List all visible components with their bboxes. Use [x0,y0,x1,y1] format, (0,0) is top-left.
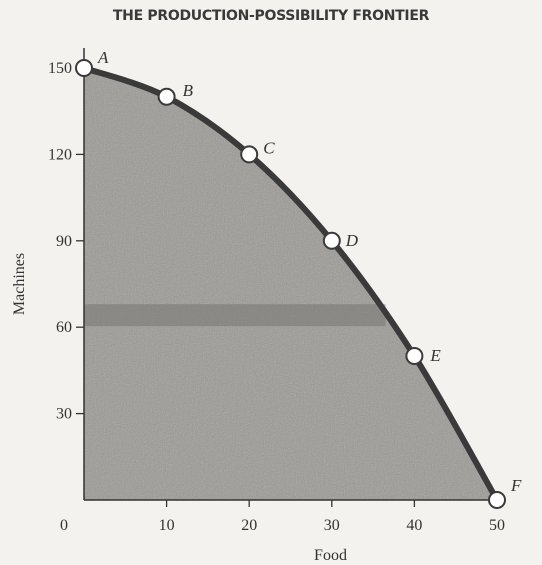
y-tick-label: 60 [56,319,72,336]
point-label-F: F [510,476,522,495]
x-tick-label: 20 [241,517,257,534]
y-axis-title: Machines [11,253,28,315]
point-label-A: A [97,48,109,67]
y-tick-label: 30 [56,406,72,423]
y-tick-label: 150 [48,60,72,77]
print-band [84,304,386,327]
point-label-D: D [345,231,359,250]
point-C [240,145,259,164]
point-label-C: C [263,138,275,157]
point-F [488,491,506,509]
point-A [75,59,93,77]
x-tick-label: 40 [406,517,422,534]
y-tick-label: 90 [56,233,72,250]
point-label-B: B [183,81,194,100]
feasible-region [84,68,497,500]
point-B [157,87,176,106]
x-tick-label: 0 [60,517,68,534]
point-label-E: E [429,346,441,365]
x-axis-title: Food [314,547,347,564]
x-tick-label: 10 [159,517,175,534]
point-E [405,347,424,365]
x-tick-label: 30 [324,517,340,534]
x-tick-label: 50 [489,517,505,534]
y-tick-label: 120 [48,146,72,163]
point-D [322,231,341,250]
chart-title: THE PRODUCTION-POSSIBILITY FRONTIER [112,8,430,24]
